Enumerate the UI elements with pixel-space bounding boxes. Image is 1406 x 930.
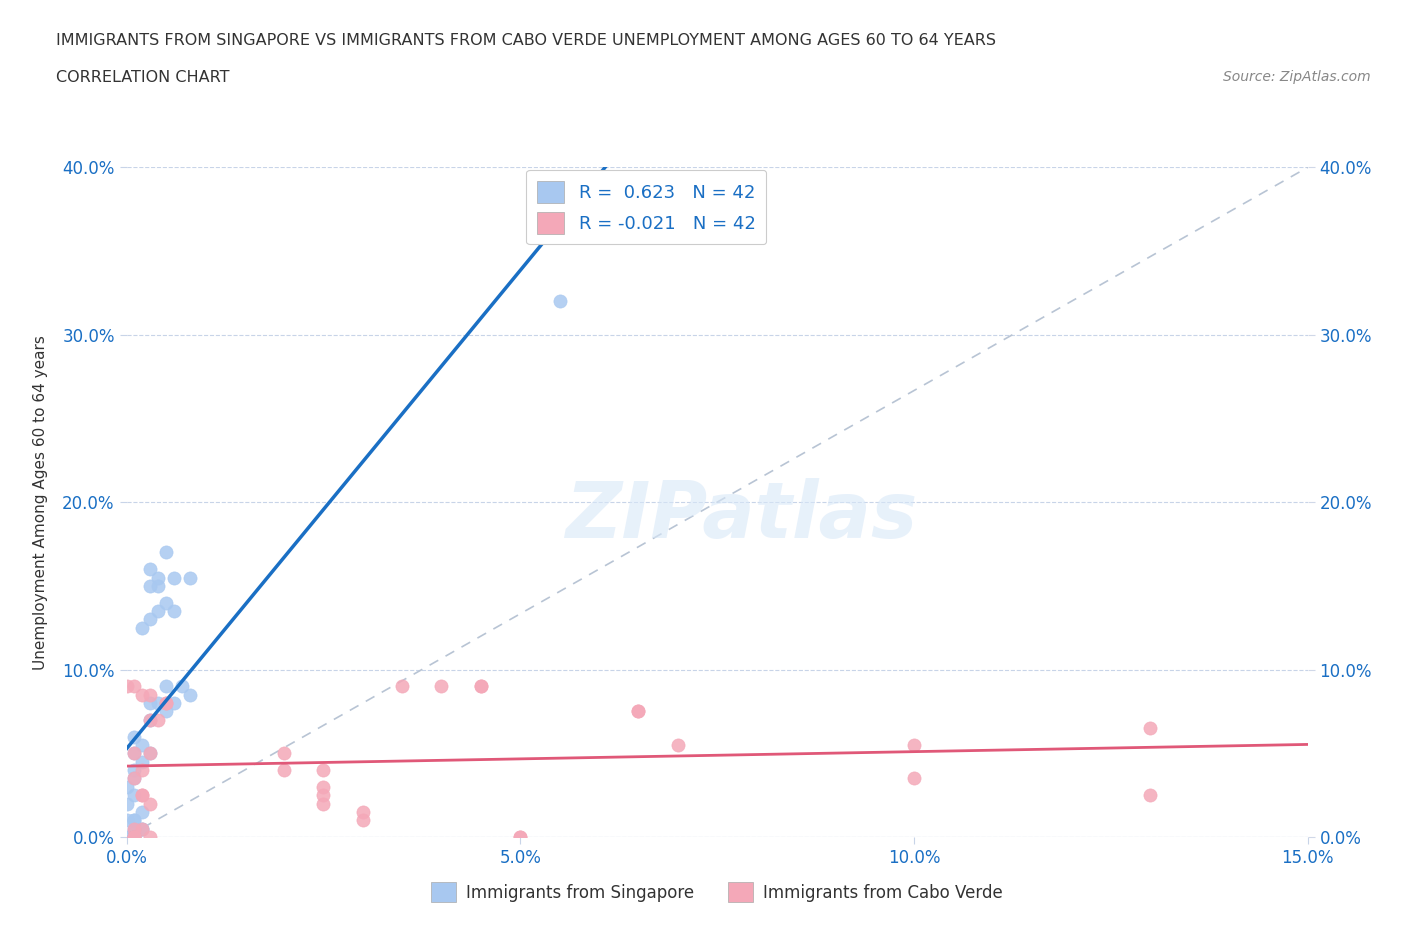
Point	[627, 704, 650, 719]
Point	[115, 813, 138, 828]
Point	[470, 679, 492, 694]
Point	[155, 595, 177, 610]
Point	[139, 687, 162, 702]
Point	[170, 679, 193, 694]
Point	[163, 604, 186, 618]
Point	[179, 687, 201, 702]
Point	[139, 830, 162, 844]
Legend: Immigrants from Singapore, Immigrants from Cabo Verde: Immigrants from Singapore, Immigrants fr…	[425, 875, 1010, 909]
Text: IMMIGRANTS FROM SINGAPORE VS IMMIGRANTS FROM CABO VERDE UNEMPLOYMENT AMONG AGES : IMMIGRANTS FROM SINGAPORE VS IMMIGRANTS …	[56, 33, 997, 47]
Point	[139, 746, 162, 761]
Point	[430, 679, 453, 694]
Point	[124, 830, 146, 844]
Point	[115, 679, 138, 694]
Point	[470, 679, 492, 694]
Point	[509, 830, 531, 844]
Point	[155, 696, 177, 711]
Point	[273, 746, 295, 761]
Point	[115, 830, 138, 844]
Point	[273, 763, 295, 777]
Point	[124, 729, 146, 744]
Point	[131, 788, 153, 803]
Point	[312, 779, 335, 794]
Point	[115, 779, 138, 794]
Point	[124, 830, 146, 844]
Point	[131, 821, 153, 836]
Point	[352, 813, 374, 828]
Point	[139, 746, 162, 761]
Point	[312, 763, 335, 777]
Y-axis label: Unemployment Among Ages 60 to 64 years: Unemployment Among Ages 60 to 64 years	[34, 335, 48, 670]
Point	[124, 830, 146, 844]
Point	[124, 788, 146, 803]
Point	[1139, 721, 1161, 736]
Point	[155, 704, 177, 719]
Point	[124, 830, 146, 844]
Point	[124, 771, 146, 786]
Point	[115, 796, 138, 811]
Text: ZIPatlas: ZIPatlas	[565, 478, 917, 553]
Point	[131, 687, 153, 702]
Point	[139, 612, 162, 627]
Point	[124, 821, 146, 836]
Point	[627, 704, 650, 719]
Point	[139, 696, 162, 711]
Point	[131, 821, 153, 836]
Point	[124, 746, 146, 761]
Point	[124, 825, 146, 840]
Point	[131, 763, 153, 777]
Text: CORRELATION CHART: CORRELATION CHART	[56, 70, 229, 85]
Point	[548, 294, 571, 309]
Point	[139, 796, 162, 811]
Point	[124, 679, 146, 694]
Point	[139, 562, 162, 577]
Point	[179, 570, 201, 585]
Point	[131, 821, 153, 836]
Point	[903, 771, 925, 786]
Point	[391, 679, 413, 694]
Point	[509, 830, 531, 844]
Point	[139, 712, 162, 727]
Point	[139, 712, 162, 727]
Point	[312, 788, 335, 803]
Point	[124, 830, 146, 844]
Point	[146, 604, 169, 618]
Point	[124, 746, 146, 761]
Point	[163, 696, 186, 711]
Point	[155, 696, 177, 711]
Point	[146, 712, 169, 727]
Point	[124, 763, 146, 777]
Point	[155, 679, 177, 694]
Point	[155, 545, 177, 560]
Point	[312, 796, 335, 811]
Point	[163, 570, 186, 585]
Point	[139, 578, 162, 593]
Point	[131, 620, 153, 635]
Point	[146, 570, 169, 585]
Point	[131, 788, 153, 803]
Point	[903, 737, 925, 752]
Point	[131, 804, 153, 819]
Point	[124, 821, 146, 836]
Point	[124, 771, 146, 786]
Point	[146, 578, 169, 593]
Point	[146, 696, 169, 711]
Text: Source: ZipAtlas.com: Source: ZipAtlas.com	[1223, 70, 1371, 84]
Point	[131, 754, 153, 769]
Point	[666, 737, 689, 752]
Point	[124, 813, 146, 828]
Point	[352, 804, 374, 819]
Point	[124, 813, 146, 828]
Point	[1139, 788, 1161, 803]
Point	[131, 737, 153, 752]
